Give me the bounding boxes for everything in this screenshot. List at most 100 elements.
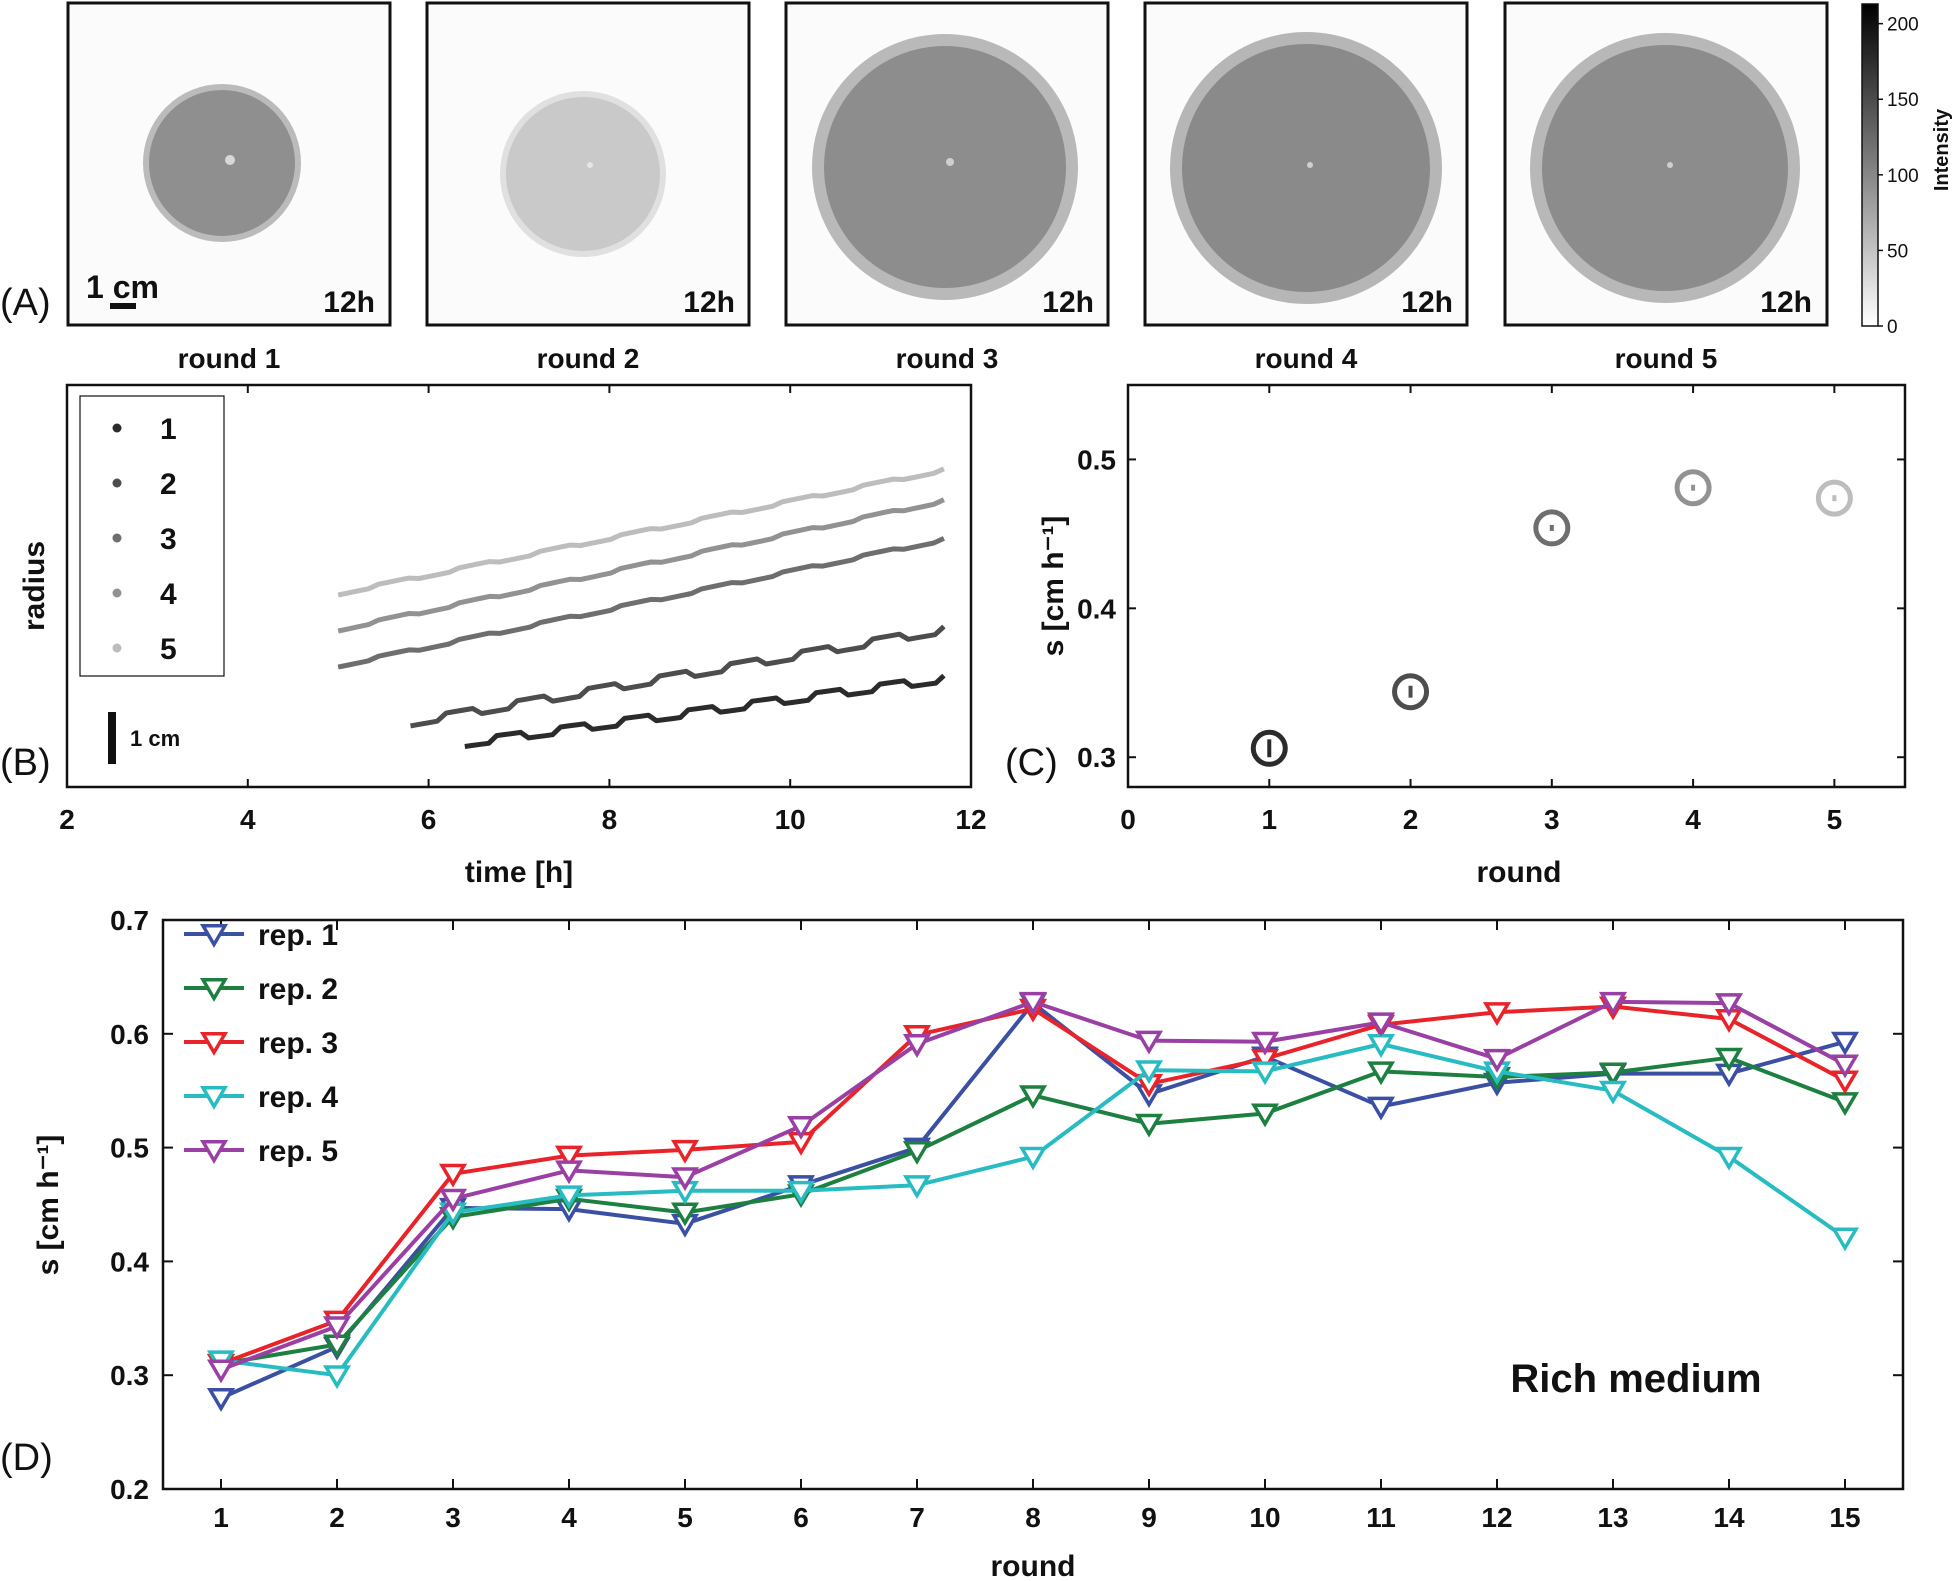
data-point [1018, 1146, 1048, 1171]
data-point [1830, 1031, 1860, 1056]
legend-marker [199, 1032, 229, 1056]
data-point [1134, 1060, 1164, 1085]
legend-label: 1 [160, 413, 177, 446]
x-tick-label: 0 [1120, 804, 1136, 835]
plot-frame [1126, 383, 1907, 789]
data-point [322, 1365, 352, 1390]
x-tick-label: 2 [59, 804, 75, 835]
data-point [1250, 1031, 1280, 1056]
data-point [1830, 1227, 1860, 1252]
panel-a-letter: (A) [0, 282, 51, 324]
colony-image-1: 1 cm 12h round 1 [66, 1, 392, 374]
colony-image-3: 12h round 3 [784, 1, 1110, 374]
colorbar-tick-label: 150 [1887, 90, 1919, 111]
data-point-round-1 [1250, 729, 1288, 767]
panel-a: (A) 1 cm 12h round 1 12h round 2 12h rou… [0, 1, 1953, 374]
annotation-rich-medium: Rich medium [1510, 1357, 1761, 1401]
data-point [438, 1163, 468, 1188]
data-point [902, 1141, 932, 1165]
x-tick-label: 6 [421, 804, 437, 835]
legend-marker [112, 423, 122, 433]
round-label: round 1 [178, 343, 281, 374]
x-tick-label: 12 [955, 804, 986, 835]
legend-marker [112, 478, 122, 488]
time-label: 12h [323, 286, 375, 319]
series-line [220, 999, 1846, 1372]
data-point [1134, 1030, 1164, 1055]
inoculation-spot [946, 158, 954, 166]
legend-marker [199, 1086, 229, 1110]
data-point [1134, 1113, 1164, 1138]
y-tick-label: 0.7 [110, 905, 149, 936]
legend-label: 4 [160, 578, 177, 611]
data-point [438, 1188, 468, 1213]
panel-c-letter: (C) [1005, 742, 1058, 784]
data-point [786, 1180, 816, 1205]
data-point [206, 1359, 236, 1384]
x-tick-label: 12 [1481, 1502, 1512, 1533]
legend-label: rep. 3 [258, 1027, 338, 1060]
inoculation-spot [225, 155, 235, 165]
radius-series-5 [337, 466, 945, 598]
colorbar-gradient [1861, 3, 1879, 327]
x-tick-label: 4 [561, 1502, 577, 1533]
data-point [902, 1175, 932, 1200]
y-tick-label: 0.2 [110, 1474, 149, 1505]
y-tick-label: 0.5 [1077, 444, 1116, 475]
intensity-colorbar: 200 150 100 50 0 Intensity [1861, 3, 1953, 338]
colorbar-tick-label: 0 [1887, 317, 1898, 338]
data-point-round-2 [1392, 673, 1430, 711]
colorbar-tick-label: 200 [1887, 15, 1919, 36]
data-point [1714, 1047, 1744, 1072]
y-axis-label: s [cm h⁻¹] [1037, 516, 1070, 657]
data-point [1714, 1146, 1744, 1171]
x-tick-label: 10 [775, 804, 806, 835]
data-point [554, 1185, 584, 1210]
series-line [220, 1004, 1846, 1366]
y-axis-label: radius [18, 541, 51, 631]
data-point [554, 1160, 584, 1185]
y-tick-label: 0.4 [110, 1246, 149, 1277]
x-tick-label: 2 [1403, 804, 1419, 835]
data-point [1714, 993, 1744, 1017]
x-tick-label: 7 [909, 1502, 925, 1533]
inoculation-spot [1307, 162, 1313, 168]
colony-disc [1170, 32, 1442, 304]
radius-series-1 [464, 673, 946, 749]
y-axis-label: s [cm h⁻¹] [32, 1135, 65, 1276]
panel-d-speed-rounds-chart: (D) 1 2 3 4 5 6 7 8 9 10 11 12 13 14 150.20.30.40.50.6… [0, 905, 1905, 1581]
round-label: round 4 [1255, 343, 1358, 374]
x-tick-label: 3 [1544, 804, 1560, 835]
x-axis-label: round [1477, 856, 1562, 889]
panel-d-letter: (D) [0, 1437, 53, 1479]
x-axis-label: time [h] [465, 856, 573, 889]
data-point [1366, 1096, 1396, 1121]
data-point-round-4 [1674, 469, 1712, 507]
x-tick-label: 14 [1713, 1502, 1745, 1533]
legend-marker [199, 924, 229, 948]
x-axis-label: round [991, 1550, 1076, 1581]
x-tick-label: 1 [1261, 804, 1277, 835]
data-point-round-5 [1815, 479, 1853, 517]
data-point [1250, 1103, 1280, 1128]
data-point [1366, 1061, 1396, 1086]
data-point [1250, 1061, 1280, 1086]
colony-image-4: 12h round 4 [1143, 1, 1469, 374]
x-tick-label: 13 [1597, 1502, 1628, 1533]
round-label: round 5 [1615, 343, 1718, 374]
colony-disc [500, 91, 666, 257]
legend-box [79, 395, 225, 677]
legend-label: rep. 1 [258, 919, 338, 952]
radius-series-4 [337, 497, 945, 634]
data-point [1830, 1054, 1860, 1079]
data-point [1482, 1048, 1512, 1073]
data-point [670, 1139, 700, 1164]
legend-label: 3 [160, 523, 177, 556]
x-tick-label: 2 [329, 1502, 345, 1533]
colony-disc [812, 34, 1078, 300]
series-rep-3 [206, 996, 1860, 1378]
x-tick-label: 6 [793, 1502, 809, 1533]
legend-marker [112, 643, 122, 653]
x-tick-label: 1 [213, 1502, 229, 1533]
scale-bar-label: 1 cm [130, 726, 180, 751]
